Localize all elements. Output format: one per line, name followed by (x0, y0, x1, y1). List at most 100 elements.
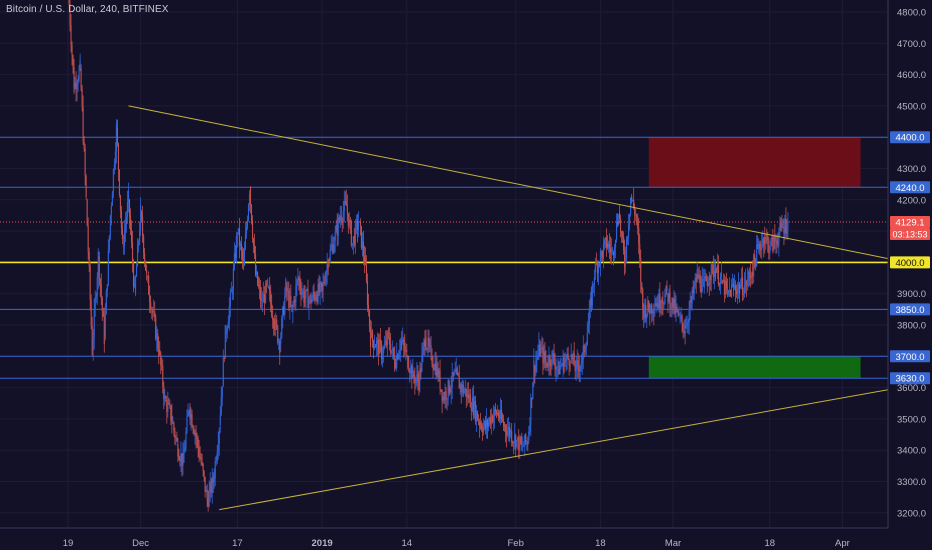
candle-body (191, 414, 193, 427)
candle-body (221, 386, 223, 397)
candle-body (621, 231, 623, 235)
candle-body (236, 235, 238, 237)
candle-body (698, 274, 700, 279)
candle-body (392, 348, 394, 351)
candle-body (265, 283, 267, 303)
candle-body (106, 284, 108, 291)
candle-body (610, 249, 613, 253)
candle-body (651, 304, 653, 314)
candle-body (635, 214, 637, 216)
candle-body (275, 319, 277, 331)
candle-body (504, 425, 506, 427)
candle-body (206, 489, 208, 501)
ascending-trendline[interactable] (219, 375, 932, 511)
candle-body (616, 221, 619, 225)
candle-body (560, 365, 562, 367)
candle-body (630, 197, 632, 215)
candle-body (757, 244, 759, 246)
candle-body (632, 200, 634, 202)
candle-body (661, 299, 663, 304)
candle-body (703, 278, 705, 288)
candle-body (187, 412, 189, 417)
candle-body (469, 394, 471, 408)
candle-body (665, 285, 667, 294)
candle-body (778, 233, 780, 245)
candle-body (188, 411, 190, 413)
candle-body (271, 303, 273, 316)
candle-body (663, 303, 665, 305)
candle-body (511, 431, 513, 443)
descending-trendline[interactable] (128, 105, 932, 275)
x-tick-label: 19 (63, 538, 74, 549)
candle-body (393, 348, 395, 357)
candle-body (553, 353, 555, 363)
candle-body (74, 82, 76, 88)
candle-body (631, 196, 633, 201)
chart-title: Bitcoin / U.S. Dollar, 240, BITFINEX (6, 4, 169, 15)
candle-body (576, 360, 578, 369)
candle-body (276, 319, 278, 327)
candle-body (328, 259, 330, 261)
candle-body (767, 238, 769, 241)
candle-body (216, 451, 218, 462)
candle-body (325, 272, 327, 283)
candle-body (239, 243, 241, 247)
price-axis[interactable]: 3200.0 3300.0 3400.0 3500.0 3600.0 3700.0 3800… (887, 0, 932, 550)
candle-body (100, 284, 102, 298)
candle-body (455, 368, 457, 376)
candle-body (306, 289, 308, 291)
candle-body (248, 193, 251, 206)
candle-body (219, 414, 221, 426)
candle-body (384, 344, 386, 349)
candle-body (607, 243, 610, 248)
candle-body (241, 250, 243, 259)
candle-body (432, 364, 434, 368)
candle-body (226, 327, 228, 333)
candle-body (664, 293, 666, 304)
candle-body (315, 298, 317, 300)
candle-body (288, 290, 290, 308)
candle-body (96, 277, 98, 297)
candle-body (582, 345, 584, 360)
candle-body (515, 435, 517, 450)
level-badge-4400.0-text: 4400.0 (895, 133, 924, 144)
candle-body (164, 395, 166, 399)
candle-body (634, 207, 636, 216)
candle-body (745, 278, 747, 285)
candle-body (566, 353, 568, 359)
candle-body (218, 429, 220, 444)
candle-body (220, 396, 222, 415)
x-tick-label: Mar (665, 538, 681, 549)
candle-body (740, 286, 742, 288)
candle-body (487, 422, 490, 427)
candle-body (413, 375, 415, 377)
horizontal-levels[interactable] (0, 136, 888, 379)
trendlines[interactable] (128, 105, 932, 511)
candle-body (235, 235, 237, 259)
candle-body (660, 308, 662, 310)
candle-body (81, 89, 83, 108)
candle-body (356, 221, 358, 231)
candle-body (77, 80, 79, 85)
resistance-zone[interactable] (648, 137, 861, 188)
zones[interactable] (648, 137, 861, 379)
candle-body (76, 84, 78, 90)
candle-body (613, 248, 616, 255)
candle-body (567, 353, 569, 359)
candle-body (532, 382, 534, 399)
candle-body (769, 250, 771, 254)
candle-body (299, 279, 301, 289)
candle-body (476, 411, 478, 421)
candle-body (502, 419, 504, 422)
candle-body (107, 249, 109, 285)
candle-body (642, 289, 644, 309)
support-zone[interactable] (648, 356, 861, 379)
candle-body (434, 362, 436, 370)
candle-body (154, 311, 156, 317)
time-axis[interactable]: 19 Dec 17 2019 14 Feb 18 Mar 18 Apr (0, 527, 888, 550)
candle-body (75, 82, 77, 90)
candle-body (135, 276, 137, 294)
candle-body (324, 282, 326, 284)
candle-body (274, 318, 276, 331)
